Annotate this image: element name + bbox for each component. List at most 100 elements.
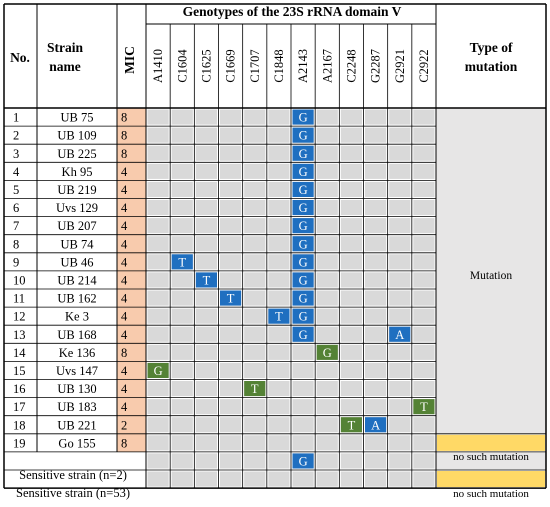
row-strain-name: Uvs 129 xyxy=(56,201,98,215)
genotype-cell xyxy=(195,417,217,433)
genotype-cell xyxy=(220,181,242,197)
genotype-cell xyxy=(147,308,169,324)
genotype-cell xyxy=(147,218,169,234)
genotype-cell xyxy=(147,399,169,415)
row-no: 1 xyxy=(13,111,19,125)
genotype-cell xyxy=(147,471,169,487)
genotype-cell xyxy=(147,145,169,161)
row-strain-name: UB 74 xyxy=(61,237,95,251)
genotype-cell xyxy=(340,471,362,487)
genotype-cell xyxy=(365,471,387,487)
mutation-base: G xyxy=(299,111,308,125)
genotype-cell xyxy=(389,290,411,306)
mutation-cell xyxy=(292,254,314,270)
genotype-cell xyxy=(316,435,338,451)
genotype-cell xyxy=(365,326,387,342)
mutation-base: G xyxy=(299,201,308,215)
mutation-cell xyxy=(292,181,314,197)
genotype-cell xyxy=(147,109,169,125)
genotype-cell xyxy=(413,163,435,179)
genotype-cell xyxy=(340,308,362,324)
row-no: 3 xyxy=(13,147,19,161)
genotype-cell xyxy=(316,200,338,216)
genotype-cell xyxy=(195,127,217,143)
row-strain-name: Ke 136 xyxy=(59,346,95,360)
row-no: 15 xyxy=(13,364,26,378)
genotype-cell xyxy=(389,218,411,234)
genotype-cell xyxy=(147,290,169,306)
mutation-cell xyxy=(220,290,242,306)
genotype-cell xyxy=(413,127,435,143)
genotype-cell xyxy=(292,471,314,487)
genotype-cell xyxy=(389,254,411,270)
genotype-cell xyxy=(316,326,338,342)
position-header-G2287: G2287 xyxy=(369,49,383,83)
genotype-cell xyxy=(340,181,362,197)
genotype-cell xyxy=(413,417,435,433)
row-no: 16 xyxy=(13,382,26,396)
genotype-cell xyxy=(147,417,169,433)
row-no: 2 xyxy=(13,129,19,143)
genotype-cell xyxy=(365,362,387,378)
genotype-cell xyxy=(195,399,217,415)
genotype-cell xyxy=(316,109,338,125)
genotype-cell xyxy=(340,399,362,415)
row-strain-name: UB 130 xyxy=(57,382,96,396)
position-header-C1707: C1707 xyxy=(248,49,262,82)
row-mic: 4 xyxy=(121,219,128,233)
genotype-cell xyxy=(413,308,435,324)
genotype-cell xyxy=(195,308,217,324)
genotype-cell xyxy=(171,435,193,451)
genotype-cell xyxy=(316,290,338,306)
genotype-cell xyxy=(244,344,266,360)
row-strain-name: UB 214 xyxy=(57,273,97,287)
row-strain-name: UB 221 xyxy=(57,418,96,432)
genotype-cell xyxy=(413,471,435,487)
genotype-cell xyxy=(365,181,387,197)
mutation-cell xyxy=(292,109,314,125)
genotype-cell xyxy=(389,308,411,324)
genotype-cell xyxy=(268,163,290,179)
row-no: 8 xyxy=(13,237,19,251)
genotype-cell xyxy=(244,435,266,451)
row-strain-name: UB 183 xyxy=(57,400,96,414)
genotype-cell xyxy=(171,308,193,324)
row-strain-name: UB 219 xyxy=(57,183,96,197)
row-mic: 4 xyxy=(121,364,128,378)
mutation-cell xyxy=(268,308,290,324)
genotype-cell xyxy=(220,163,242,179)
mutation-cell xyxy=(389,326,411,342)
genotype-cell xyxy=(413,381,435,397)
row-mic: 4 xyxy=(121,328,128,342)
genotype-cell xyxy=(365,127,387,143)
genotype-cell xyxy=(244,181,266,197)
genotype-cell xyxy=(292,435,314,451)
row-strain-name: Ke 3 xyxy=(65,310,89,324)
genotype-cell xyxy=(195,471,217,487)
genotype-cell xyxy=(413,362,435,378)
genotype-cell xyxy=(292,417,314,433)
genotype-cell xyxy=(244,362,266,378)
genotype-cell xyxy=(316,453,338,469)
position-header-C1848: C1848 xyxy=(272,49,286,82)
row-strain-name: UB 46 xyxy=(61,255,94,269)
genotype-cell xyxy=(244,109,266,125)
genotype-cell xyxy=(220,272,242,288)
genotype-cell xyxy=(147,254,169,270)
genotype-cell xyxy=(268,272,290,288)
genotype-cell xyxy=(365,200,387,216)
genotype-cell xyxy=(195,344,217,360)
row-mic: 8 xyxy=(121,129,127,143)
row-no: 13 xyxy=(13,328,26,342)
row-strain-name: UB 162 xyxy=(57,292,96,306)
position-header-C1625: C1625 xyxy=(199,49,213,82)
genotype-cell xyxy=(316,381,338,397)
genotype-cell xyxy=(220,417,242,433)
genotype-cell xyxy=(244,417,266,433)
row-mic: 4 xyxy=(121,255,128,269)
genotype-cell xyxy=(316,218,338,234)
genotype-cell xyxy=(340,272,362,288)
genotype-cell xyxy=(413,181,435,197)
genotype-cell xyxy=(389,109,411,125)
row-mic: 8 xyxy=(121,111,127,125)
